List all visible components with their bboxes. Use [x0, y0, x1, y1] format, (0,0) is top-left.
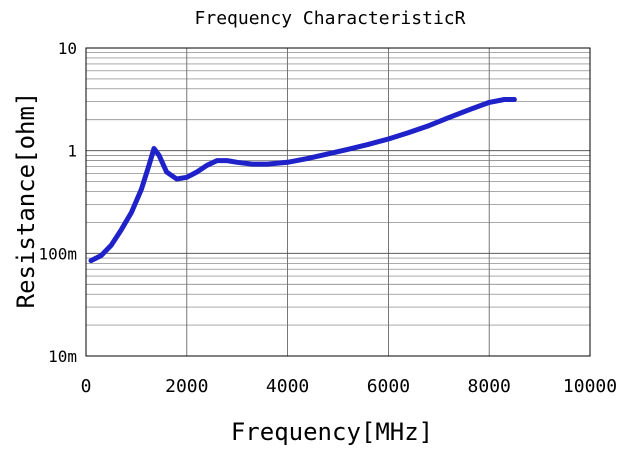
resistance-data-point	[488, 101, 491, 104]
resistance-data-point	[513, 98, 516, 101]
x-tick-label: 6000	[367, 376, 410, 397]
resistance-data-point	[120, 228, 123, 231]
plot-area-frame	[85, 47, 591, 357]
resistance-data-point	[152, 147, 156, 150]
tick-label-layer: 0 2000 4000 6000 8000 10000 10m 100m 1 10	[38, 39, 617, 397]
y-tick-label: 10m	[48, 347, 77, 366]
y-tick-label: 1	[67, 142, 77, 161]
x-tick-label: 10000	[563, 376, 617, 397]
resistance-data-point	[147, 164, 151, 167]
x-tick-label: 2000	[165, 376, 208, 397]
x-tick-label: 4000	[266, 376, 309, 397]
resistance-data-point	[346, 148, 350, 151]
resistance-data-point	[251, 162, 254, 166]
resistance-data-point	[387, 137, 390, 141]
resistance-data-point	[89, 259, 93, 262]
resistance-data-point	[130, 211, 133, 214]
y-axis-label: Resistance[ohm]	[12, 92, 40, 309]
resistance-data-point	[157, 154, 161, 157]
chart-title: Frequency CharacteristicR	[195, 8, 466, 29]
resistance-data-point	[306, 157, 309, 160]
resistance-data-point	[447, 116, 451, 119]
resistance-data-point	[225, 159, 229, 162]
resistance-data-point	[503, 98, 506, 101]
resistance-data-point	[140, 188, 143, 191]
resistance-data-point	[175, 177, 178, 181]
series-layer	[88, 97, 517, 264]
resistance-data-point	[99, 254, 103, 257]
x-tick-label: 0	[81, 376, 92, 397]
resistance-data-point	[467, 108, 471, 112]
resistance-series-line	[88, 97, 517, 264]
y-tick-label: 100m	[38, 244, 77, 263]
resistance-data-point	[236, 161, 239, 164]
resistance-data-point	[205, 164, 209, 167]
resistance-data-point	[165, 170, 168, 174]
x-tick-label: 8000	[468, 376, 511, 397]
x-axis-label: Frequency[MHz]	[231, 418, 433, 446]
y-tick-label: 10	[58, 39, 77, 58]
resistance-data-point	[326, 152, 330, 156]
resistance-data-point	[367, 143, 370, 146]
resistance-data-point	[185, 176, 188, 179]
resistance-data-point	[110, 244, 113, 247]
grid-layer	[85, 47, 591, 357]
resistance-data-point	[427, 124, 430, 127]
resistance-data-point	[215, 159, 219, 162]
resistance-data-point	[266, 162, 269, 166]
resistance-data-point	[195, 170, 199, 174]
resistance-data-point	[407, 131, 410, 134]
resistance-data-point	[286, 161, 289, 164]
